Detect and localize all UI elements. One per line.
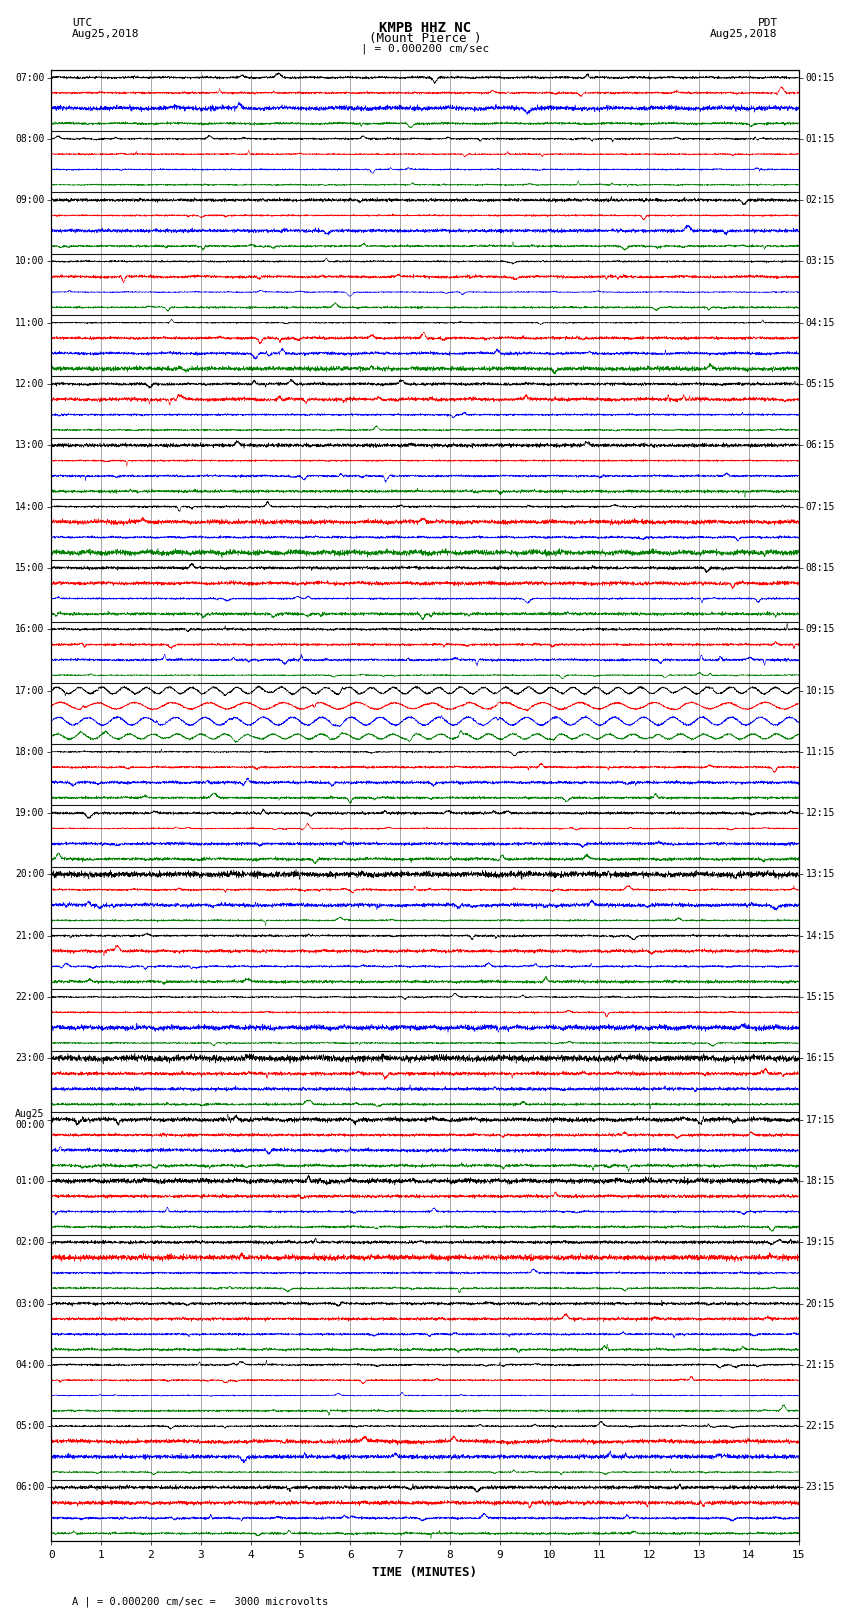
- Text: PDT: PDT: [757, 18, 778, 27]
- Text: Aug25,2018: Aug25,2018: [72, 29, 139, 39]
- Text: (Mount Pierce ): (Mount Pierce ): [369, 32, 481, 45]
- X-axis label: TIME (MINUTES): TIME (MINUTES): [372, 1566, 478, 1579]
- Text: Aug25,2018: Aug25,2018: [711, 29, 778, 39]
- Text: UTC: UTC: [72, 18, 93, 27]
- Text: A | = 0.000200 cm/sec =   3000 microvolts: A | = 0.000200 cm/sec = 3000 microvolts: [72, 1595, 328, 1607]
- Text: KMPB HHZ NC: KMPB HHZ NC: [379, 21, 471, 35]
- Text: | = 0.000200 cm/sec: | = 0.000200 cm/sec: [361, 44, 489, 55]
